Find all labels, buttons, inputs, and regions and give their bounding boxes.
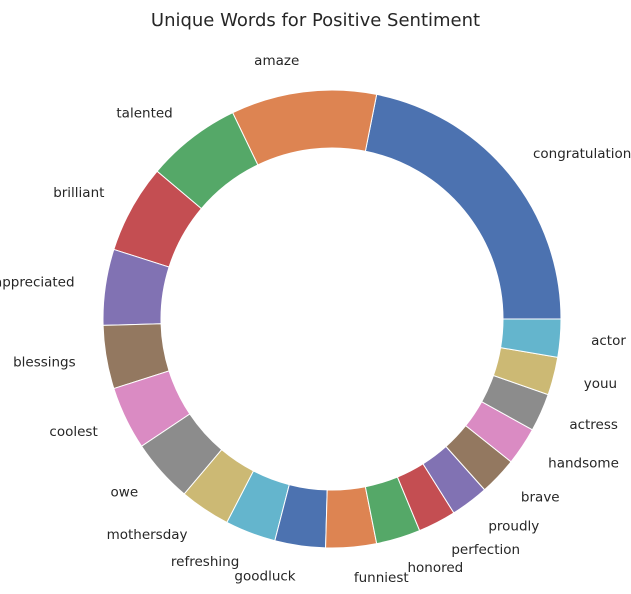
slice-label-brave: brave [521,490,560,506]
slice-label-handsome: handsome [548,455,619,471]
slice-label-mothersday: mothersday [107,527,188,543]
slice-label-amaze: amaze [254,53,299,69]
slice-label-refreshing: refreshing [171,554,239,570]
slice-label-youu: youu [584,376,617,392]
slice-label-appreciated: appreciated [0,275,75,291]
slice-label-brilliant: brilliant [53,185,104,201]
slice-label-honored: honored [407,560,463,576]
slice-label-congratulations: congratulations [533,146,631,162]
slice-label-coolest: coolest [49,424,97,440]
slice-label-perfection: perfection [451,542,520,558]
slice-label-actress: actress [569,417,618,433]
donut-labels: congratulations amaze talented brilliant app… [0,53,631,586]
slice-label-blessings: blessings [13,355,76,371]
slice-label-goodluck: goodluck [234,568,295,584]
slice-label-actor: actor [591,333,626,349]
slice-actor [500,318,562,358]
slice-label-proudly: proudly [488,519,539,535]
slice-label-owe: owe [111,484,139,500]
slice-congratulations [364,93,562,320]
slice-amaze [231,89,378,166]
slice-label-funniest: funniest [354,570,409,586]
slice-label-talented: talented [116,105,172,121]
chart-title: Unique Words for Positive Sentiment [150,10,481,31]
donut-slices [102,89,562,549]
